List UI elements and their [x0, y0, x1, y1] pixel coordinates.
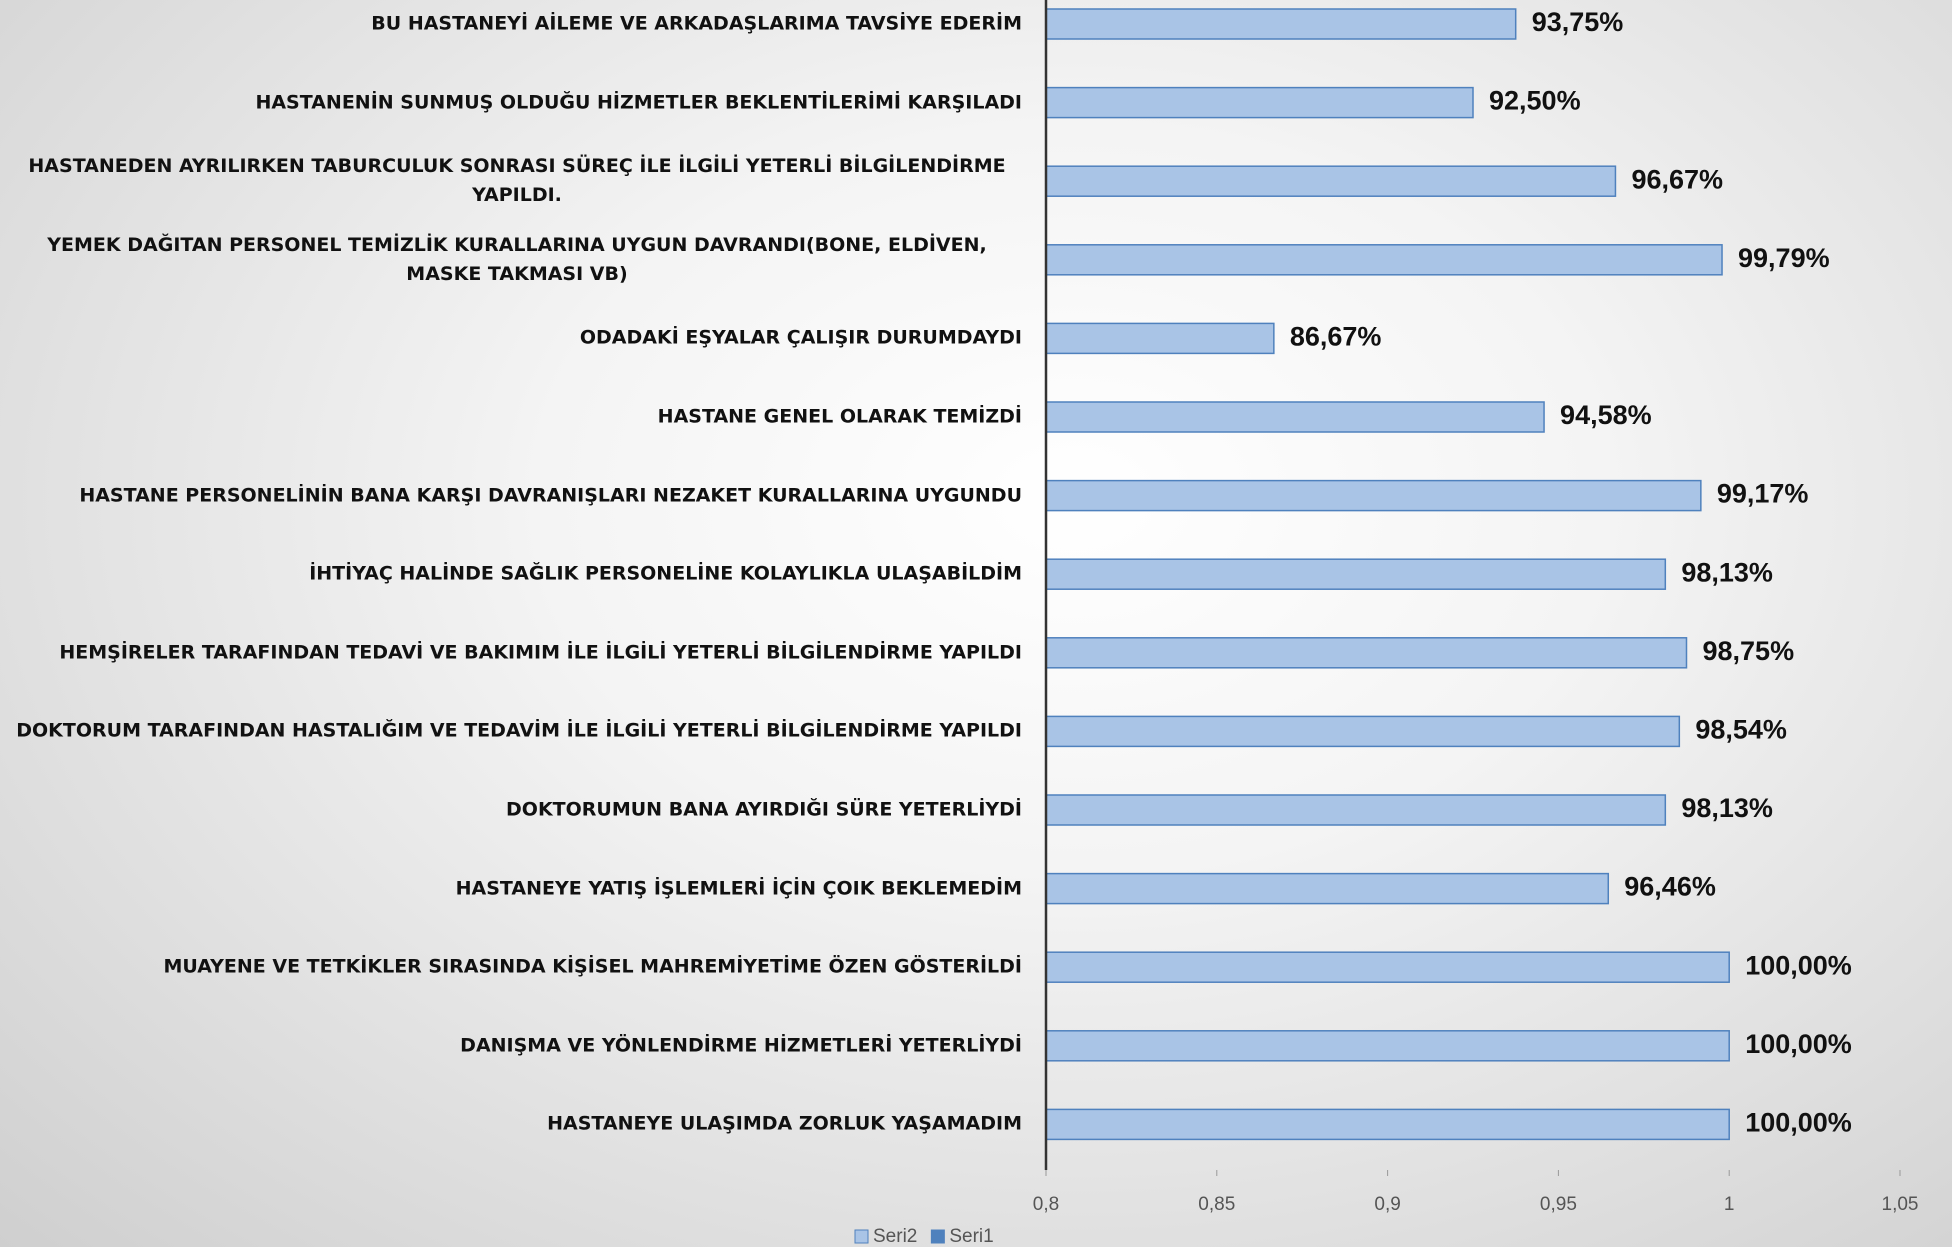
- category-label: MUAYENE VE TETKİKLER SIRASINDA KİŞİSEL M…: [12, 953, 1023, 982]
- bar: [1045, 558, 1667, 590]
- x-tick-label: 0,8: [1033, 1194, 1059, 1215]
- category-label: HASTANENİN SUNMUŞ OLDUĞU HİZMETLER BEKLE…: [12, 88, 1022, 117]
- category-label: HASTANEDEN AYRILIRKEN TABURCULUK SONRASI…: [12, 152, 1022, 210]
- category-text: HEMŞİRELER TARAFINDAN TEDAVİ VE BAKIMIM …: [59, 641, 1022, 664]
- category-text: HASTANEYE YATIŞ İŞLEMLERİ İÇİN ÇOIK BEKL…: [455, 877, 1022, 900]
- data-label: 98,13%: [1681, 793, 1773, 823]
- category-text: DOKTORUM TARAFINDAN HASTALIĞIM VE TEDAVİ…: [16, 719, 1022, 742]
- data-label: 98,75%: [1703, 636, 1795, 666]
- category-label: İHTİYAÇ HALİNDE SAĞLIK PERSONELİNE KOLAY…: [12, 560, 1022, 589]
- category-text: MUAYENE VE TETKİKLER SIRASINDA KİŞİSEL M…: [163, 955, 1023, 978]
- data-label: 94,58%: [1560, 400, 1652, 430]
- data-label: 99,17%: [1717, 479, 1809, 509]
- bar: [1045, 1108, 1730, 1141]
- category-text: BU HASTANEYİ AİLEME VE ARKADAŞLARIMA TAV…: [371, 12, 1022, 35]
- bar: [1045, 86, 1474, 119]
- category-label: YEMEK DAĞITAN PERSONEL TEMİZLİK KURALLAR…: [12, 231, 1022, 289]
- data-label: 100,00%: [1745, 1108, 1852, 1138]
- category-label: ODADAKİ EŞYALAR ÇALIŞIR DURUMDAYDI: [12, 324, 1022, 353]
- data-label: 98,54%: [1695, 715, 1787, 745]
- category-label: HASTANE PERSONELİNİN BANA KARŞI DAVRANIŞ…: [12, 481, 1022, 510]
- data-label: 99,79%: [1738, 243, 1830, 273]
- x-tick-label: 1,05: [1882, 1194, 1919, 1215]
- category-text: HASTANE GENEL OLARAK TEMİZDİ: [657, 405, 1022, 428]
- legend-swatch: [854, 1229, 869, 1244]
- category-label: DOKTORUM TARAFINDAN HASTALIĞIM VE TEDAVİ…: [12, 717, 1022, 746]
- data-label: 86,67%: [1290, 322, 1382, 352]
- data-label: 96,46%: [1624, 872, 1716, 902]
- category-label: DOKTORUMUN BANA AYIRDIĞI SÜRE YETERLİYDİ: [12, 796, 1022, 825]
- category-text: DOKTORUMUN BANA AYIRDIĞI SÜRE YETERLİYDİ: [506, 798, 1022, 821]
- category-text: İHTİYAÇ HALİNDE SAĞLIK PERSONELİNE KOLAY…: [309, 562, 1022, 585]
- legend-label: Seri2: [873, 1226, 917, 1247]
- bar: [1045, 1030, 1730, 1062]
- category-text: HASTANEYE ULAŞIMDA ZORLUK YAŞAMADIM: [547, 1112, 1022, 1135]
- data-label: 100,00%: [1745, 1029, 1852, 1059]
- category-text: DANIŞMA VE YÖNLENDİRME HİZMETLERİ YETERL…: [460, 1034, 1022, 1057]
- legend-label: Seri1: [949, 1226, 993, 1247]
- data-label: 98,13%: [1681, 557, 1773, 587]
- category-text: YEMEK DAĞITAN PERSONEL TEMİZLİK KURALLAR…: [47, 233, 987, 285]
- bar: [1045, 637, 1688, 669]
- legend-swatch: [930, 1229, 945, 1244]
- bar: [1045, 244, 1723, 276]
- bar: [1045, 479, 1702, 512]
- category-label: DANIŞMA VE YÖNLENDİRME HİZMETLERİ YETERL…: [12, 1031, 1022, 1060]
- bar: [1045, 715, 1681, 748]
- x-tick-label: 0,9: [1374, 1194, 1400, 1215]
- category-text: ODADAKİ EŞYALAR ÇALIŞIR DURUMDAYDI: [579, 326, 1022, 349]
- data-label: 92,50%: [1489, 86, 1581, 116]
- bar: [1045, 322, 1275, 355]
- x-tick-label: 0,85: [1198, 1194, 1235, 1215]
- x-tick-label: 1: [1724, 1194, 1735, 1215]
- bar: [1045, 165, 1617, 197]
- category-text: HASTANEDEN AYRILIRKEN TABURCULUK SONRASI…: [28, 155, 1006, 207]
- data-label: 93,75%: [1532, 7, 1624, 37]
- bar: [1045, 794, 1667, 826]
- bar: [1045, 872, 1610, 905]
- data-label: 100,00%: [1745, 950, 1852, 980]
- category-label: HASTANEYE YATIŞ İŞLEMLERİ İÇİN ÇOIK BEKL…: [12, 874, 1022, 903]
- bar: [1045, 951, 1730, 983]
- bar: [1045, 401, 1545, 433]
- category-label: HASTANEYE ULAŞIMDA ZORLUK YAŞAMADIM: [12, 1110, 1022, 1139]
- category-text: HASTANE PERSONELİNİN BANA KARŞI DAVRANIŞ…: [79, 484, 1022, 507]
- bar: [1045, 8, 1517, 40]
- data-label: 96,67%: [1631, 164, 1723, 194]
- category-label: HEMŞİRELER TARAFINDAN TEDAVİ VE BAKIMIM …: [12, 638, 1022, 667]
- x-tick-label: 0,95: [1540, 1194, 1577, 1215]
- category-text: HASTANENİN SUNMUŞ OLDUĞU HİZMETLER BEKLE…: [255, 91, 1022, 114]
- category-label: HASTANE GENEL OLARAK TEMİZDİ: [12, 403, 1022, 432]
- category-label: BU HASTANEYİ AİLEME VE ARKADAŞLARIMA TAV…: [12, 10, 1022, 39]
